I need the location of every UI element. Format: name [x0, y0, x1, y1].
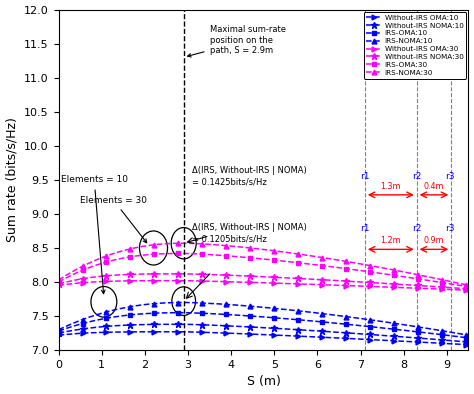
Without-IRS NOMA:10	[180, 322, 186, 327]
IRS-NOMA:30	[56, 278, 62, 282]
Text: Elements = 30: Elements = 30	[80, 196, 147, 243]
Without-IRS OMA:30	[161, 278, 167, 283]
Without-IRS NOMA:10	[330, 329, 336, 334]
Without-IRS NOMA:10	[298, 327, 304, 332]
Text: r3: r3	[446, 224, 455, 233]
IRS-NOMA:30	[330, 257, 336, 262]
IRS-OMA:30	[180, 251, 186, 256]
IRS-NOMA:10	[298, 309, 304, 314]
Without-IRS OMA:30	[465, 288, 471, 293]
X-axis label: S (m): S (m)	[246, 375, 281, 388]
Text: Elements = 10: Elements = 10	[61, 175, 128, 294]
IRS-OMA:30	[365, 269, 371, 274]
IRS-OMA:30	[465, 284, 471, 289]
IRS-NOMA:10	[242, 303, 247, 308]
Without-IRS OMA:10	[330, 335, 336, 340]
Without-IRS OMA:10	[242, 331, 247, 336]
Without-IRS OMA:10	[365, 337, 371, 342]
Without-IRS NOMA:10	[242, 324, 247, 329]
Line: Without-IRS OMA:10: Without-IRS OMA:10	[56, 329, 471, 347]
Text: Maximal sum-rate
position on the
path, S = 2.9m: Maximal sum-rate position on the path, S…	[188, 25, 285, 57]
IRS-NOMA:30	[365, 263, 371, 268]
Without-IRS OMA:30	[128, 279, 134, 283]
IRS-NOMA:10	[161, 301, 167, 305]
IRS-NOMA:10	[365, 317, 371, 322]
Without-IRS NOMA:30	[56, 282, 62, 286]
Text: r2: r2	[412, 224, 421, 233]
Without-IRS NOMA:10	[161, 322, 167, 327]
IRS-OMA:30	[56, 280, 62, 284]
IRS-NOMA:30	[298, 252, 304, 257]
Line: IRS-NOMA:10: IRS-NOMA:10	[56, 300, 471, 338]
Text: r1: r1	[360, 172, 370, 181]
Without-IRS NOMA:30	[242, 273, 247, 278]
Y-axis label: Sum rate (bits/s/Hz): Sum rate (bits/s/Hz)	[6, 117, 18, 242]
Without-IRS OMA:30	[56, 283, 62, 288]
IRS-OMA:30	[298, 261, 304, 266]
Without-IRS NOMA:30	[365, 280, 371, 285]
Without-IRS NOMA:30	[298, 276, 304, 281]
Without-IRS NOMA:10	[465, 340, 471, 344]
IRS-OMA:10	[465, 336, 471, 340]
Without-IRS OMA:10	[161, 329, 167, 334]
Without-IRS NOMA:30	[180, 271, 186, 276]
Without-IRS NOMA:30	[161, 271, 167, 276]
IRS-NOMA:30	[242, 245, 247, 250]
Text: r1: r1	[360, 224, 370, 233]
Without-IRS NOMA:10	[56, 331, 62, 336]
IRS-NOMA:30	[128, 246, 134, 251]
Without-IRS OMA:30	[180, 278, 186, 283]
IRS-OMA:10	[365, 324, 371, 329]
Without-IRS OMA:30	[365, 284, 371, 289]
Without-IRS OMA:30	[330, 283, 336, 288]
Without-IRS NOMA:30	[128, 272, 134, 277]
Without-IRS OMA:30	[298, 282, 304, 286]
IRS-NOMA:10	[180, 300, 186, 305]
IRS-OMA:10	[180, 310, 186, 315]
IRS-NOMA:30	[161, 242, 167, 246]
Without-IRS OMA:10	[128, 329, 134, 334]
IRS-OMA:10	[56, 329, 62, 333]
Without-IRS OMA:10	[56, 333, 62, 338]
Text: 0.9m: 0.9m	[424, 236, 444, 245]
IRS-OMA:10	[330, 321, 336, 325]
IRS-OMA:30	[330, 265, 336, 269]
Text: 0.4m: 0.4m	[424, 182, 444, 191]
Line: Without-IRS OMA:30: Without-IRS OMA:30	[56, 278, 471, 293]
IRS-NOMA:10	[128, 304, 134, 309]
Text: Δ(IRS, Without-IRS | NOMA)
= 0.1205bits/s/Hz: Δ(IRS, Without-IRS | NOMA) = 0.1205bits/…	[192, 223, 307, 243]
Text: 1.3m: 1.3m	[381, 182, 401, 191]
Without-IRS NOMA:30	[465, 286, 471, 291]
IRS-NOMA:10	[56, 327, 62, 332]
Text: Δ(IRS, Without-IRS | NOMA)
= 0.1425bits/s/Hz: Δ(IRS, Without-IRS | NOMA) = 0.1425bits/…	[192, 166, 307, 187]
IRS-NOMA:10	[330, 312, 336, 317]
Text: 1.2m: 1.2m	[381, 236, 401, 245]
IRS-NOMA:30	[180, 241, 186, 245]
Without-IRS OMA:30	[242, 280, 247, 284]
IRS-NOMA:10	[465, 333, 471, 338]
Without-IRS OMA:10	[465, 342, 471, 347]
Line: IRS-OMA:30: IRS-OMA:30	[56, 251, 471, 289]
IRS-OMA:10	[161, 310, 167, 315]
IRS-OMA:10	[298, 318, 304, 322]
Line: Without-IRS NOMA:10: Without-IRS NOMA:10	[55, 321, 472, 345]
IRS-NOMA:30	[465, 283, 471, 288]
Without-IRS NOMA:10	[365, 332, 371, 337]
IRS-OMA:30	[242, 255, 247, 260]
Line: IRS-OMA:10: IRS-OMA:10	[56, 310, 471, 340]
Line: IRS-NOMA:30: IRS-NOMA:30	[56, 241, 471, 288]
IRS-OMA:10	[242, 313, 247, 318]
Without-IRS OMA:10	[180, 329, 186, 334]
IRS-OMA:10	[128, 312, 134, 317]
Line: Without-IRS NOMA:30: Without-IRS NOMA:30	[55, 271, 472, 292]
Without-IRS OMA:10	[298, 334, 304, 338]
Text: r2: r2	[412, 172, 421, 181]
Text: r3: r3	[446, 172, 455, 181]
IRS-OMA:30	[161, 251, 167, 256]
IRS-OMA:30	[128, 255, 134, 259]
Without-IRS NOMA:10	[128, 323, 134, 327]
Without-IRS NOMA:30	[330, 278, 336, 283]
Legend: Without-IRS OMA:10, Without-IRS NOMA:10, IRS-OMA:10, IRS-NOMA:10, Without-IRS OM: Without-IRS OMA:10, Without-IRS NOMA:10,…	[364, 12, 466, 78]
